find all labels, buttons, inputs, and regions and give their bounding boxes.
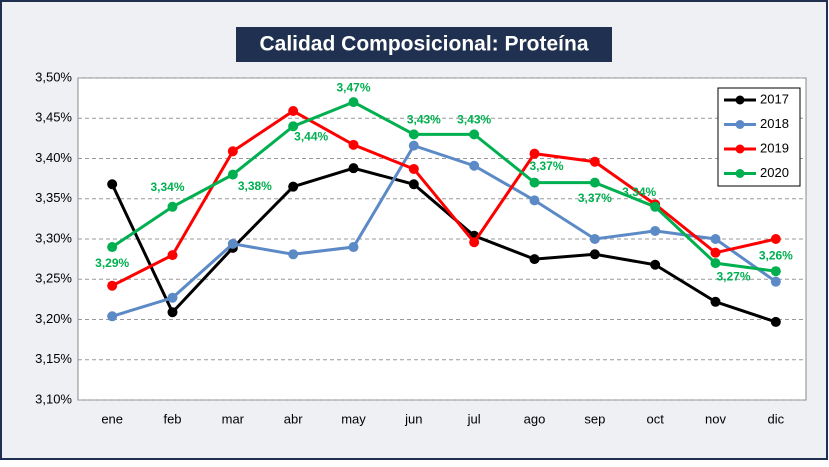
point [469, 237, 480, 248]
point [589, 177, 600, 188]
data-label: 3,44% [294, 129, 328, 143]
point [408, 129, 419, 140]
data-label: 3,43% [457, 113, 491, 127]
title-box [236, 27, 612, 62]
point [589, 234, 600, 244]
y-tick-label: 3,20% [35, 311, 72, 326]
point [167, 307, 178, 318]
point [288, 249, 299, 260]
y-tick-label: 3,50% [35, 69, 72, 84]
point [469, 160, 480, 171]
point [348, 97, 359, 108]
point [770, 276, 781, 287]
chart-title: Calidad Composicional: Proteína [259, 33, 588, 56]
x-tick-label: jun [404, 411, 422, 426]
x-tick-label: oct [646, 411, 664, 426]
data-label: 3,37% [578, 191, 612, 205]
point [650, 201, 661, 212]
point [227, 238, 238, 249]
point [288, 121, 299, 132]
legend-label: 2018 [760, 116, 789, 131]
point [167, 292, 178, 303]
y-tick-label: 3,30% [35, 230, 72, 245]
data-label: 3,26% [759, 248, 793, 262]
point [589, 156, 600, 167]
data-label: 3,43% [407, 113, 441, 127]
legend-label: 2020 [760, 165, 789, 180]
data-label: 3,29% [95, 256, 129, 270]
x-tick-label: may [341, 411, 366, 426]
point [227, 146, 238, 157]
legend-marker [735, 95, 745, 105]
point [529, 254, 540, 265]
series-line [111, 109, 777, 288]
point [710, 258, 721, 269]
series-line [110, 166, 777, 324]
data-label: 3,27% [716, 269, 750, 283]
x-tick-label: dic [768, 411, 785, 426]
x-tick-label: abr [284, 411, 303, 426]
point [227, 169, 238, 180]
data-label: 3,34% [622, 185, 656, 199]
y-tick-label: 3,35% [35, 190, 72, 205]
x-tick-label: nov [705, 411, 726, 426]
point [710, 247, 721, 258]
x-tick-label: feb [163, 411, 181, 426]
x-tick-label: sep [584, 411, 605, 426]
point [529, 177, 540, 188]
point [107, 179, 118, 190]
point [408, 163, 419, 174]
point [529, 195, 540, 206]
x-tick-label: mar [222, 411, 245, 426]
data-label: 3,38% [238, 179, 272, 193]
legend-label: 2019 [760, 140, 789, 155]
point [167, 201, 178, 212]
legend-marker [735, 120, 745, 129]
legend-marker [735, 169, 745, 178]
point [650, 259, 661, 270]
data-label: 3,37% [529, 159, 563, 173]
point [710, 234, 721, 244]
point [348, 242, 359, 253]
point [469, 129, 480, 140]
point [288, 106, 299, 117]
legend-box [717, 87, 801, 187]
point [288, 181, 299, 192]
point [650, 225, 661, 236]
point [408, 140, 419, 151]
point [770, 234, 781, 244]
series-line [111, 100, 777, 273]
point [770, 266, 781, 277]
point [167, 250, 178, 261]
point [529, 148, 540, 159]
y-tick-label: 3,25% [35, 271, 72, 286]
legend-marker [735, 144, 745, 154]
point [107, 311, 118, 322]
x-tick-label: ene [101, 411, 123, 426]
point [107, 242, 118, 253]
point [710, 296, 721, 307]
point [589, 249, 600, 260]
y-tick-label: 3,40% [35, 150, 72, 165]
series-line [111, 143, 777, 318]
y-tick-label: 3,45% [35, 110, 72, 125]
data-label: 3,34% [150, 180, 184, 194]
x-tick-label: ago [524, 411, 546, 426]
data-label: 3,47% [336, 80, 370, 94]
y-tick-label: 3,10% [35, 391, 72, 406]
point [348, 139, 359, 150]
legend-label: 2017 [760, 91, 789, 106]
x-tick-label: jul [467, 411, 481, 426]
point [408, 179, 419, 190]
point [107, 280, 118, 291]
y-tick-label: 3,15% [35, 351, 72, 366]
point [348, 163, 359, 174]
point [770, 316, 781, 327]
